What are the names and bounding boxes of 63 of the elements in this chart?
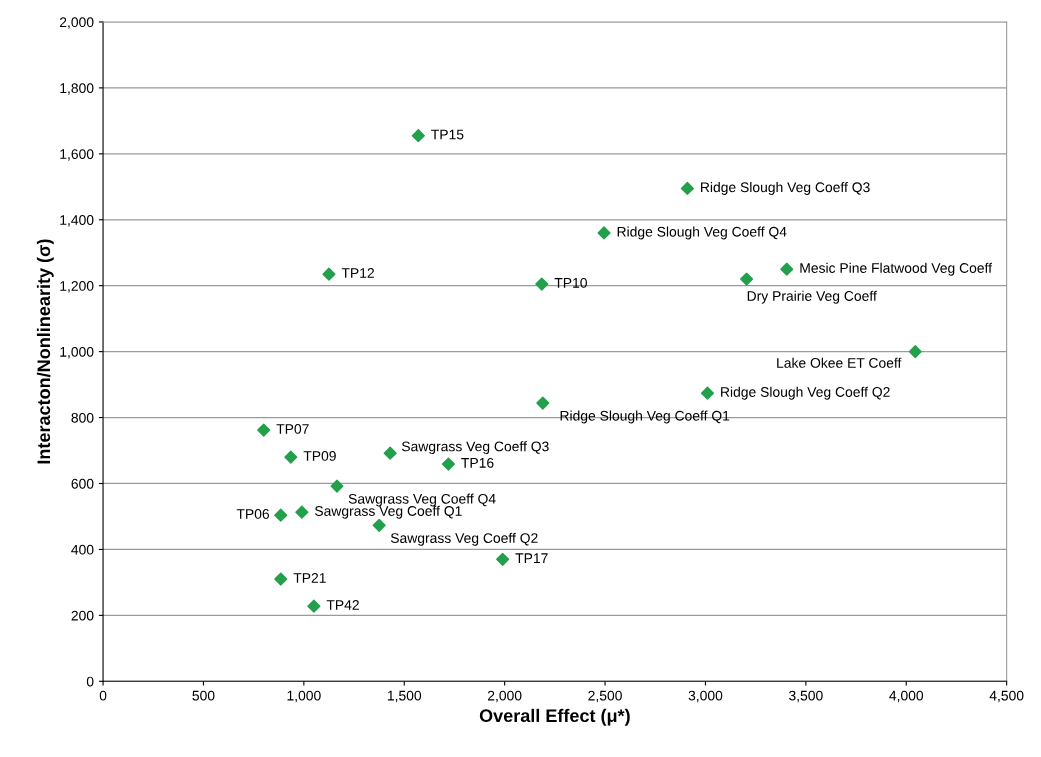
point xyxy=(274,508,288,522)
y-tick-label: 1,400 xyxy=(60,215,94,227)
annotation: TP10 xyxy=(554,277,587,288)
y-axis-title: Interacton/Nonlinearity (σ) xyxy=(36,239,54,464)
x-tick-label: 3,000 xyxy=(688,690,723,703)
point xyxy=(411,129,425,143)
annotation: TP06 xyxy=(236,509,270,519)
annotation: Ridge Slough Veg Coeff Q1 xyxy=(560,410,730,424)
annotation: TP16 xyxy=(461,457,494,468)
y-tick-label: 2,000 xyxy=(59,17,94,29)
point xyxy=(780,262,794,276)
point xyxy=(330,479,344,493)
annotation: Lake Okee ET Coeff xyxy=(777,357,902,368)
point xyxy=(257,423,271,437)
point xyxy=(908,345,922,359)
x-tick-label: 2,000 xyxy=(487,690,522,703)
y-tick-label: 0 xyxy=(86,676,94,687)
annotation: TP42 xyxy=(326,600,359,610)
annotation: Sawgrass Veg Coeff Q3 xyxy=(401,441,549,455)
x-tick-label: 3,500 xyxy=(789,690,823,703)
annotation: TP09 xyxy=(303,451,336,461)
point xyxy=(274,572,288,586)
point xyxy=(740,272,754,286)
annotation: TP12 xyxy=(341,268,374,278)
annotation: Ridge Slough Veg Coeff Q2 xyxy=(721,386,890,400)
annotation: TP21 xyxy=(293,572,326,583)
point xyxy=(700,386,715,400)
point xyxy=(441,457,456,471)
point xyxy=(383,446,397,460)
point xyxy=(535,277,549,291)
point xyxy=(536,396,550,410)
x-tick-label: 0 xyxy=(99,690,107,701)
x-axis-title: Overall Effect (μ*) xyxy=(479,708,630,726)
point xyxy=(307,599,321,613)
x-tick-label: 1,000 xyxy=(287,690,321,703)
y-tick-label: 800 xyxy=(71,412,94,423)
point xyxy=(372,518,386,532)
annotation: TP15 xyxy=(431,129,464,140)
y-tick-label: 400 xyxy=(71,544,94,555)
point xyxy=(680,181,694,196)
annotation: Ridge Slough Veg Coeff Q3 xyxy=(701,181,870,195)
annotation: Sawgrass Veg Coeff Q2 xyxy=(390,532,538,546)
y-tick-label: 1,000 xyxy=(60,346,94,359)
annotation: TP17 xyxy=(515,553,548,563)
annotation: Ridge Slough Veg Coeff Q4 xyxy=(617,226,787,240)
point xyxy=(284,450,298,464)
x-tick-label: 2,500 xyxy=(588,690,622,703)
point xyxy=(496,552,510,566)
point xyxy=(597,226,611,240)
x-tick-label: 4,500 xyxy=(989,690,1024,703)
x-tick-label: 500 xyxy=(192,690,215,701)
point xyxy=(295,505,309,519)
y-tick-label: 600 xyxy=(71,478,94,489)
y-tick-label: 1,200 xyxy=(60,281,94,293)
annotation: TP07 xyxy=(276,423,309,434)
x-tick-label: 1,500 xyxy=(387,690,422,703)
y-tick-label: 200 xyxy=(71,610,94,621)
point xyxy=(322,267,336,281)
annotation: Dry Prairie Veg Coeff xyxy=(747,290,877,304)
x-tick-label: 4,000 xyxy=(889,690,924,703)
y-tick-label: 1,800 xyxy=(60,83,94,95)
annotation: Mesic Pine Flatwood Veg Coeff xyxy=(800,262,993,276)
y-tick-label: 1,600 xyxy=(60,149,94,161)
